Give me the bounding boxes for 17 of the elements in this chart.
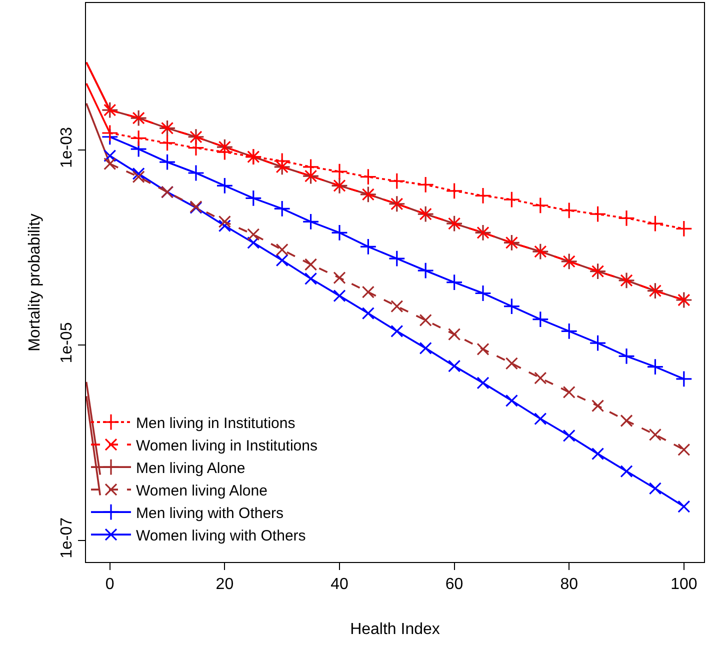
x-tick-label: 0 bbox=[105, 576, 114, 594]
legend-label: Men living with Others bbox=[136, 504, 284, 522]
legend-label: Women living with Others bbox=[136, 527, 306, 544]
x-tick-label: 80 bbox=[560, 576, 578, 594]
y-tick-label: 1e-07 bbox=[58, 517, 76, 558]
x-axis-title: Health Index bbox=[350, 620, 440, 638]
legend-label: Women living in Institutions bbox=[136, 437, 318, 454]
x-tick-label: 20 bbox=[216, 576, 234, 594]
y-tick-label: 1e-03 bbox=[58, 126, 76, 168]
x-tick-label: 100 bbox=[670, 576, 698, 594]
legend-label: Men living Alone bbox=[136, 460, 246, 477]
x-tick-label: 40 bbox=[330, 576, 348, 594]
y-tick-label: 1e-05 bbox=[58, 322, 76, 364]
legend-label: Men living in Institutions bbox=[136, 414, 296, 432]
x-tick-label: 60 bbox=[445, 576, 464, 594]
legend-label: Women living Alone bbox=[136, 482, 268, 500]
y-axis-title: Mortality probability bbox=[26, 214, 44, 352]
